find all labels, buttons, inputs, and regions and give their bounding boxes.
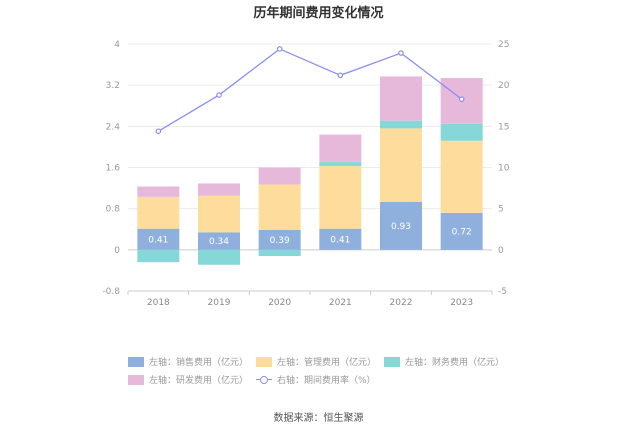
y-right-tick-label: 20 bbox=[498, 81, 510, 91]
legend-label: 左轴：财务费用（亿元） bbox=[405, 358, 505, 368]
x-tick-label: 2018 bbox=[147, 298, 170, 308]
y-right-tick-label: 0 bbox=[498, 246, 504, 256]
bar-segment bbox=[137, 196, 180, 229]
bar-segment bbox=[258, 184, 301, 230]
chart-title: 历年期间费用变化情况 bbox=[253, 6, 384, 21]
line-point bbox=[337, 72, 344, 79]
line-point bbox=[276, 46, 283, 52]
legend-label: 左轴：管理费用（亿元） bbox=[277, 358, 377, 368]
bar-segment bbox=[137, 249, 180, 263]
bar-segment bbox=[380, 201, 422, 250]
bar-value-label: 0.34 bbox=[209, 237, 229, 247]
line-point bbox=[155, 128, 162, 135]
bar-segment bbox=[440, 123, 483, 141]
legend-item[interactable]: 左轴：管理费用（亿元） bbox=[256, 355, 376, 368]
x-tick-label: 2023 bbox=[450, 298, 473, 308]
bar-value-label: 0.72 bbox=[452, 227, 472, 237]
legend-color-swatch bbox=[128, 374, 144, 385]
line-point bbox=[458, 96, 465, 102]
y-right-tick-label: 15 bbox=[498, 122, 509, 132]
bar-segment bbox=[137, 186, 180, 197]
legend-label: 右轴：期间费用率（%） bbox=[277, 376, 376, 386]
legend-item[interactable]: 左轴：销售费用（亿元） bbox=[128, 355, 248, 368]
bar-segment bbox=[319, 165, 362, 229]
bar-segment bbox=[380, 76, 422, 121]
x-tick-label: 2021 bbox=[329, 298, 352, 308]
bar-segment bbox=[440, 140, 483, 213]
y-right-tick-label: 25 bbox=[498, 40, 509, 50]
x-tick-label: 2022 bbox=[390, 298, 413, 308]
bar-value-label: 0.41 bbox=[330, 235, 350, 245]
legend-color-swatch bbox=[384, 356, 400, 367]
legend-label: 左轴：销售费用（亿元） bbox=[149, 358, 249, 368]
y-left-tick-label: 0 bbox=[114, 246, 120, 256]
y-left-tick-label: 0.8 bbox=[106, 205, 121, 215]
legend-color-swatch bbox=[256, 356, 272, 367]
bar-segment bbox=[198, 183, 240, 196]
y-left-tick-label: 3.2 bbox=[106, 81, 120, 91]
y-right-tick-label: -5 bbox=[498, 287, 507, 297]
bar-value-label: 0.93 bbox=[391, 222, 411, 232]
data-source: 数据来源：恒生聚源 bbox=[273, 413, 364, 424]
line-point bbox=[398, 50, 404, 56]
line-point bbox=[216, 92, 222, 98]
bar-segment bbox=[198, 195, 240, 233]
bar-segment bbox=[198, 232, 240, 250]
y-right-tick-label: 5 bbox=[498, 205, 504, 215]
bar-segment bbox=[258, 249, 301, 257]
legend-item[interactable]: 左轴：财务费用（亿元） bbox=[384, 355, 504, 368]
expense-ratio-line bbox=[158, 48, 463, 132]
bar-segment bbox=[198, 249, 240, 265]
legend-label: 左轴：研发费用（亿元） bbox=[149, 376, 249, 386]
bar-segment bbox=[258, 167, 301, 185]
y-left-tick-label: 2.4 bbox=[106, 122, 121, 132]
y-left-tick-label: 4 bbox=[114, 40, 120, 50]
y-right-tick-label: 10 bbox=[498, 164, 510, 174]
bar-segment bbox=[440, 212, 483, 250]
bar-segment bbox=[137, 228, 180, 250]
bar-segment bbox=[319, 228, 362, 250]
y-left-tick-label: 1.6 bbox=[106, 164, 121, 174]
bar-segment bbox=[380, 128, 422, 202]
bar-segment bbox=[380, 120, 422, 129]
legend-line-swatch bbox=[256, 375, 272, 385]
bar-segment bbox=[258, 229, 301, 250]
bar-segment bbox=[319, 134, 362, 162]
legend-item[interactable]: 左轴：研发费用（亿元） bbox=[128, 373, 248, 386]
bar-segment bbox=[319, 161, 362, 166]
legend-item[interactable]: 右轴：期间费用率（%） bbox=[256, 373, 376, 386]
x-tick-label: 2020 bbox=[268, 298, 291, 308]
legend-color-swatch bbox=[128, 356, 144, 367]
y-left-tick-label: -0.8 bbox=[102, 287, 120, 297]
bar-value-label: 0.39 bbox=[270, 236, 290, 246]
x-tick-label: 2019 bbox=[208, 298, 231, 308]
bar-value-label: 0.41 bbox=[148, 235, 168, 245]
